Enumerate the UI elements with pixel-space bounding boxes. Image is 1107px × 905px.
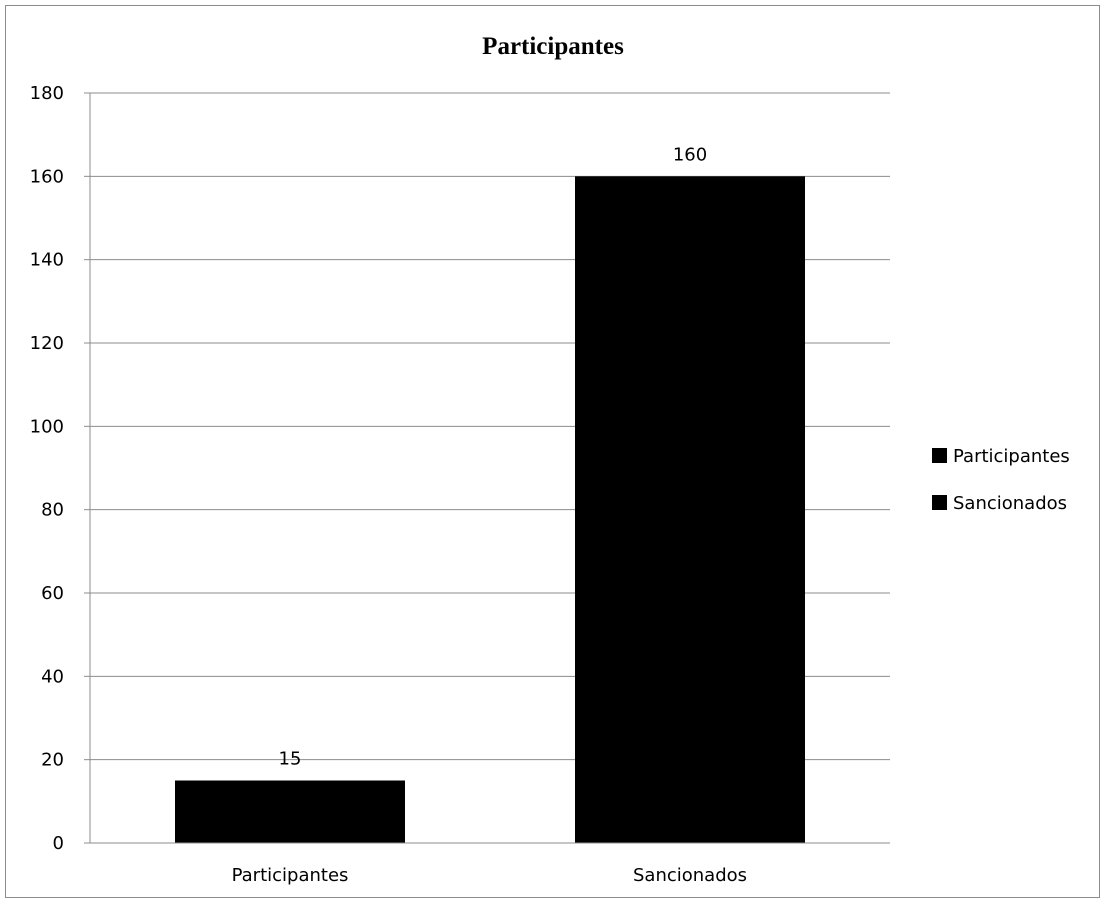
y-tick-label: 120: [30, 333, 64, 354]
data-label: 15: [279, 749, 302, 770]
data-label: 160: [673, 144, 707, 165]
y-tick-label: 40: [41, 666, 64, 687]
legend-swatch: [932, 448, 947, 463]
y-tick-label: 100: [30, 416, 64, 437]
x-tick-label: Participantes: [232, 865, 349, 886]
y-tick-label: 20: [41, 750, 64, 771]
bars: 15 160: [175, 144, 805, 844]
y-tick-label: 60: [41, 583, 64, 604]
y-axis: 0 20 40 60 80 100 120 140 160 180: [30, 83, 91, 854]
legend-label: Sancionados: [953, 493, 1067, 514]
bar: [575, 176, 805, 844]
chart-title: Participantes: [482, 33, 624, 60]
legend: Participantes Sancionados: [932, 446, 1070, 514]
x-axis: Participantes Sancionados: [90, 842, 890, 886]
y-tick-label: 140: [30, 250, 64, 271]
y-tick-label: 0: [53, 833, 64, 854]
y-tick-label: 80: [41, 500, 64, 521]
legend-swatch: [932, 495, 947, 510]
y-tick-label: 180: [30, 83, 64, 104]
legend-label: Participantes: [953, 446, 1070, 467]
y-tick-label: 160: [30, 166, 64, 187]
chart-frame: [5, 5, 1100, 898]
bar: [175, 780, 405, 843]
x-tick-label: Sancionados: [633, 865, 747, 886]
